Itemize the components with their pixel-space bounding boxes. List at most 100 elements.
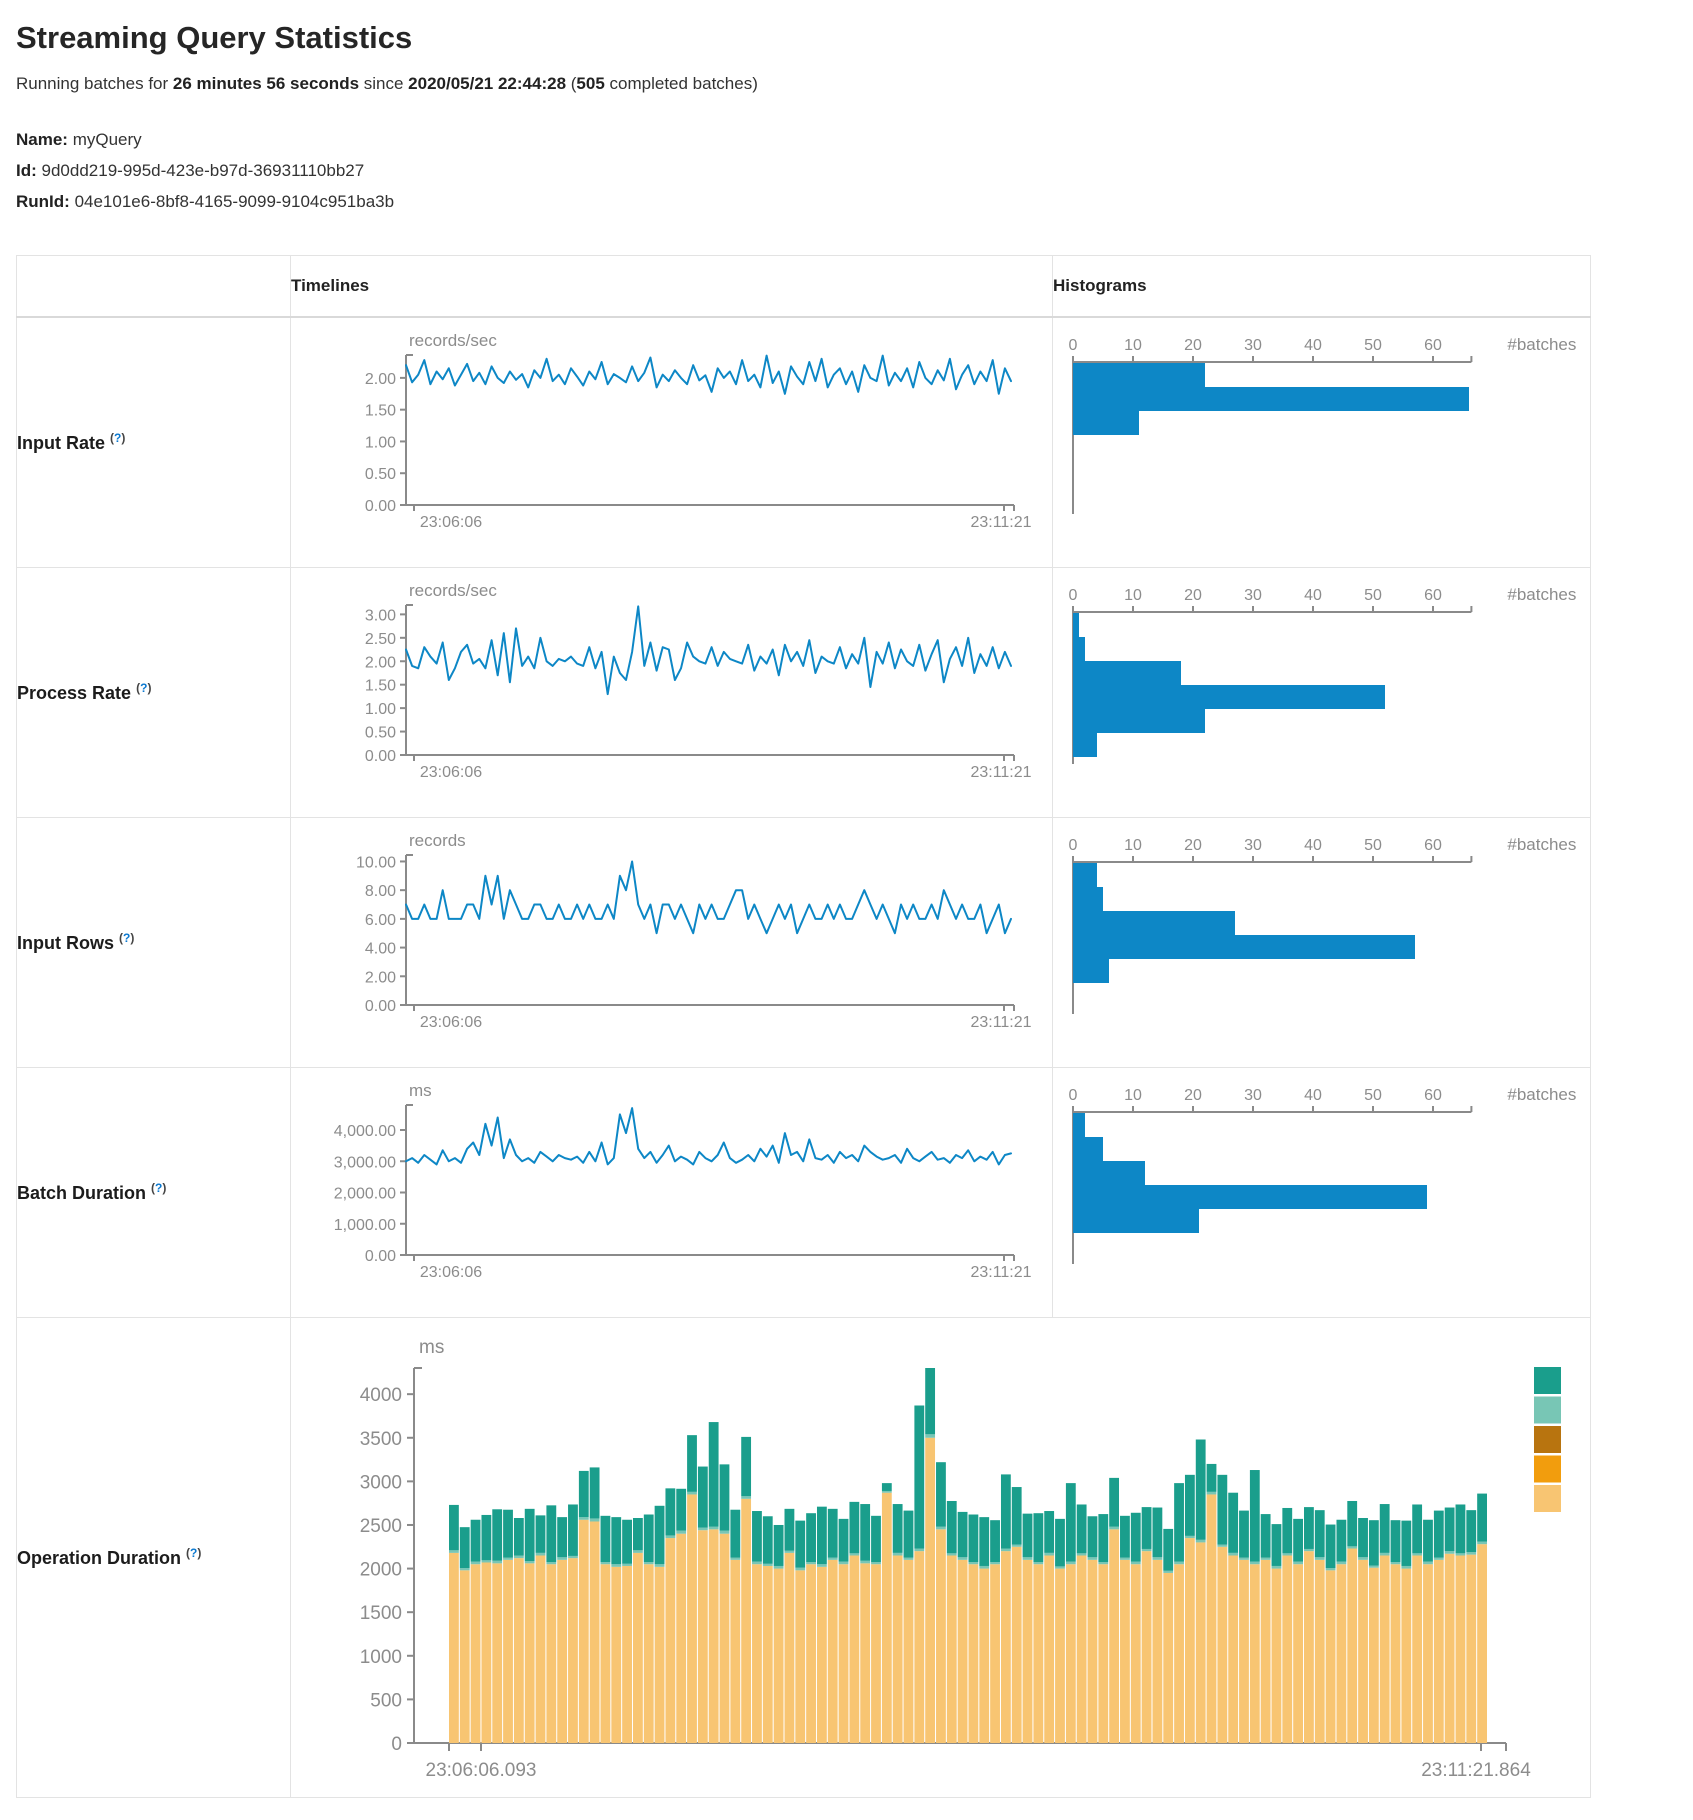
svg-text:40: 40 [1304, 587, 1322, 604]
row-label: Batch Duration [17, 1183, 147, 1203]
row-label: Operation Duration [17, 1548, 182, 1568]
input-rows-timeline-cell: records 10.00 8.00 6.00 4.00 2.00 0.00 23:06:06… [290, 817, 1053, 1068]
svg-text:4.00: 4.00 [365, 941, 396, 958]
query-meta: Name: myQuery Id: 9d0dd219-995d-423e-b97… [16, 124, 1693, 217]
help-icon[interactable]: (?) [186, 1546, 202, 1560]
svg-text:0.50: 0.50 [365, 466, 396, 483]
runid-label: RunId: [16, 192, 70, 211]
svg-text:2000: 2000 [360, 1560, 402, 1581]
svg-text:60: 60 [1424, 837, 1442, 854]
svg-text:0.00: 0.00 [365, 1248, 396, 1265]
svg-text:10: 10 [1124, 337, 1142, 354]
operation-duration-stacked-chart: ms 4000 3500 3000 2500 2000 1500 1000 500 0 23:06:… [360, 1337, 1561, 1781]
svg-text:20: 20 [1184, 1087, 1202, 1104]
input-rows-histogram-chart: 0 10 20 30 40 50 60 #batches [1069, 835, 1576, 1014]
svg-text:23:06:06.093: 23:06:06.093 [426, 1760, 537, 1781]
runid-value: 04e101e6-8bf8-4165-9099-9104c951ba3b [74, 192, 395, 211]
svg-text:2500: 2500 [360, 1516, 402, 1537]
svg-text:0: 0 [1069, 1087, 1078, 1104]
svg-text:0: 0 [1069, 337, 1078, 354]
svg-text:1.50: 1.50 [365, 678, 396, 695]
process-rate-row: Process Rate (?) records/sec 3.00 2.50 2.00… [16, 567, 1591, 818]
svg-text:3,000.00: 3,000.00 [334, 1154, 396, 1171]
table-header-row: Timelines Histograms [16, 255, 1591, 318]
svg-text:0: 0 [391, 1734, 402, 1755]
svg-text:40: 40 [1304, 337, 1322, 354]
svg-text:23:06:06: 23:06:06 [420, 514, 482, 531]
svg-text:60: 60 [1424, 587, 1442, 604]
svg-text:2,000.00: 2,000.00 [334, 1186, 396, 1203]
svg-text:6.00: 6.00 [365, 912, 396, 929]
svg-text:2.00: 2.00 [365, 654, 396, 671]
query-runid-line: RunId: 04e101e6-8bf8-4165-9099-9104c951b… [16, 186, 1693, 217]
svg-text:23:06:06: 23:06:06 [420, 1014, 482, 1031]
svg-text:30: 30 [1244, 837, 1262, 854]
operation-duration-row: Operation Duration (?) ms 4000 3500 3000 250… [16, 1317, 1591, 1798]
id-value: 9d0dd219-995d-423e-b97d-36931110bb27 [41, 161, 365, 180]
statistics-table: Timelines Histograms Input Rate (?) reco… [16, 255, 1591, 1798]
id-label: Id: [16, 161, 37, 180]
summary-text: completed batches) [604, 74, 758, 93]
corner-header [16, 255, 291, 318]
svg-text:ms: ms [419, 1337, 444, 1358]
svg-text:records: records [409, 831, 466, 850]
svg-text:60: 60 [1424, 337, 1442, 354]
process-rate-timeline-chart: records/sec 3.00 2.50 2.00 1.50 1.00 0.50 0.00 2… [365, 581, 1032, 781]
process-rate-label-cell: Process Rate (?) [16, 567, 291, 818]
operation-duration-chart-cell: ms 4000 3500 3000 2500 2000 1500 1000 500 0 23:06:… [290, 1317, 1591, 1798]
operation-duration-label-cell: Operation Duration (?) [16, 1317, 291, 1798]
process-rate-timeline-cell: records/sec 3.00 2.50 2.00 1.50 1.00 0.50 0.00 2… [290, 567, 1053, 818]
svg-text:1.50: 1.50 [365, 403, 396, 420]
page-title: Streaming Query Statistics [16, 20, 413, 55]
svg-text:1500: 1500 [360, 1603, 402, 1624]
svg-text:20: 20 [1184, 587, 1202, 604]
svg-text:0.00: 0.00 [365, 748, 396, 765]
svg-text:1.00: 1.00 [365, 701, 396, 718]
input-rows-label-cell: Input Rows (?) [16, 817, 291, 1068]
svg-text:3000: 3000 [360, 1472, 402, 1493]
svg-text:1000: 1000 [360, 1647, 402, 1668]
svg-text:2.00: 2.00 [365, 969, 396, 986]
svg-text:#batches: #batches [1507, 1085, 1576, 1104]
svg-text:ms: ms [409, 1081, 432, 1100]
svg-text:30: 30 [1244, 587, 1262, 604]
row-label: Input Rate [17, 433, 105, 453]
input-rate-histogram-chart: 0 10 20 30 40 50 60 #batches [1069, 335, 1576, 514]
svg-text:0: 0 [1069, 837, 1078, 854]
legend-swatch-1 [1534, 1396, 1561, 1424]
name-value: myQuery [72, 130, 142, 149]
svg-text:20: 20 [1184, 837, 1202, 854]
input-rate-timeline-cell: records/sec 2.00 1.50 1.00 0.50 0.00 23:06:06 2… [290, 316, 1053, 568]
help-icon[interactable]: (?) [110, 431, 126, 445]
query-id-line: Id: 9d0dd219-995d-423e-b97d-36931110bb27 [16, 155, 1693, 186]
input-rate-histogram-cell: 0 10 20 30 40 50 60 #batches [1052, 316, 1591, 568]
svg-text:23:11:21: 23:11:21 [970, 1014, 1031, 1031]
svg-text:records/sec: records/sec [409, 581, 497, 600]
legend-swatch-0 [1534, 1367, 1561, 1394]
histograms-header: Histograms [1052, 255, 1591, 318]
running-batches-summary: Running batches for 26 minutes 56 second… [16, 74, 1693, 94]
svg-text:#batches: #batches [1507, 335, 1576, 354]
svg-text:23:11:21.864: 23:11:21.864 [1421, 1760, 1531, 1781]
timelines-header: Timelines [290, 255, 1053, 318]
summary-text: Running batches for [16, 74, 173, 93]
svg-text:23:06:06: 23:06:06 [420, 1264, 482, 1281]
legend-swatch-4 [1534, 1485, 1561, 1512]
process-rate-histogram-chart: 0 10 20 30 40 50 60 #batches [1069, 585, 1576, 764]
help-icon[interactable]: (?) [151, 1181, 167, 1195]
svg-text:30: 30 [1244, 337, 1262, 354]
help-icon[interactable]: (?) [119, 931, 135, 945]
help-icon[interactable]: (?) [136, 681, 152, 695]
svg-text:23:11:21: 23:11:21 [970, 514, 1031, 531]
svg-text:40: 40 [1304, 837, 1322, 854]
svg-text:10: 10 [1124, 1087, 1142, 1104]
query-name-line: Name: myQuery [16, 124, 1693, 155]
svg-text:4,000.00: 4,000.00 [334, 1123, 396, 1140]
svg-text:23:11:21: 23:11:21 [970, 1264, 1031, 1281]
input-rows-row: Input Rows (?) records 10.00 8.00 6.00 4.00 2… [16, 817, 1591, 1068]
input-rate-row: Input Rate (?) records/sec 2.00 1.50 1.00 0.… [16, 316, 1591, 568]
svg-text:500: 500 [370, 1690, 402, 1711]
input-rows-histogram-cell: 0 10 20 30 40 50 60 #batches [1052, 817, 1591, 1068]
input-rate-timeline-chart: records/sec 2.00 1.50 1.00 0.50 0.00 23:06:06 2… [365, 331, 1032, 531]
